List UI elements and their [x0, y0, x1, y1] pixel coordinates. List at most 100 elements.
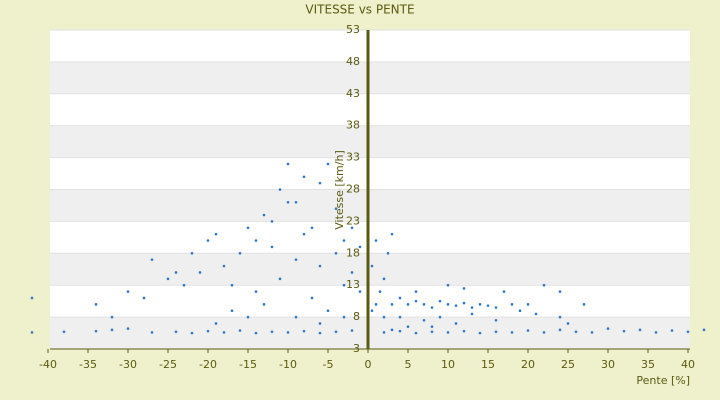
point — [126, 327, 130, 330]
point — [526, 329, 530, 332]
point — [230, 283, 234, 287]
point — [670, 329, 674, 332]
x-tick-label: 10 — [441, 358, 455, 371]
x-tick-label: -40 — [39, 358, 57, 371]
x-axis-label: Pente [%] — [636, 374, 690, 387]
point — [542, 283, 546, 287]
point — [382, 277, 386, 281]
point — [382, 315, 386, 319]
point — [94, 303, 98, 306]
point — [238, 252, 242, 255]
grid-band — [50, 61, 690, 94]
point — [494, 330, 498, 334]
point — [358, 245, 362, 249]
point — [702, 328, 706, 332]
y-tick-label: 8 — [353, 310, 360, 323]
x-tick-label: -5 — [323, 358, 334, 371]
x-tick-label: 30 — [601, 358, 615, 371]
x-tick-label: 5 — [405, 358, 412, 371]
grid-band — [50, 125, 690, 158]
point — [334, 252, 338, 255]
y-tick-label: 38 — [346, 119, 360, 132]
point — [222, 331, 226, 334]
point — [638, 328, 642, 332]
point — [370, 309, 374, 313]
point — [310, 296, 314, 300]
point — [386, 252, 390, 255]
point — [350, 226, 354, 230]
point — [390, 232, 394, 236]
point — [654, 331, 658, 334]
point — [574, 330, 578, 334]
x-tick-label: 15 — [481, 358, 495, 371]
point — [374, 239, 378, 242]
point — [622, 329, 626, 333]
point — [414, 331, 418, 335]
point — [494, 306, 498, 309]
point — [174, 330, 178, 334]
point — [342, 315, 346, 319]
point — [230, 309, 234, 313]
point — [246, 315, 250, 319]
point — [422, 318, 426, 322]
chart-title: VITESSE vs PENTE — [305, 3, 414, 17]
point — [326, 309, 330, 313]
point — [350, 329, 354, 332]
point — [446, 283, 450, 287]
point — [254, 331, 258, 335]
point — [454, 322, 458, 325]
point — [470, 306, 474, 309]
point — [398, 315, 402, 319]
x-tick-label: -15 — [239, 358, 257, 371]
y-tick-label: 48 — [346, 55, 360, 68]
x-tick-label: 20 — [521, 358, 535, 371]
y-axis-label: Vitesse [km/h] — [333, 150, 346, 230]
point — [606, 327, 610, 330]
y-tick-label: 28 — [346, 183, 360, 196]
point — [558, 328, 562, 332]
point — [358, 290, 362, 293]
point — [310, 226, 314, 230]
point — [326, 162, 330, 166]
point — [110, 328, 114, 332]
point — [398, 329, 402, 333]
point — [198, 271, 202, 274]
x-tick-label: -30 — [119, 358, 137, 371]
point — [462, 329, 466, 333]
point — [566, 322, 570, 325]
point — [526, 303, 530, 306]
point — [222, 264, 226, 268]
point — [262, 213, 266, 217]
point — [462, 287, 466, 290]
point — [542, 331, 546, 334]
point — [30, 331, 34, 334]
point — [398, 296, 402, 300]
point — [414, 290, 418, 293]
point — [318, 322, 322, 325]
point — [446, 303, 450, 306]
point — [422, 303, 426, 306]
point — [342, 283, 346, 287]
y-tick-label: 43 — [346, 87, 360, 100]
point — [374, 303, 378, 306]
point — [510, 331, 514, 334]
point — [254, 239, 258, 242]
grid-band — [50, 189, 690, 222]
point — [206, 239, 210, 242]
point — [486, 304, 490, 307]
point — [370, 264, 374, 268]
grid-band — [50, 253, 690, 286]
point — [334, 330, 338, 334]
point — [270, 330, 274, 334]
x-tick-label: 25 — [561, 358, 575, 371]
point — [126, 290, 130, 293]
point — [270, 245, 274, 249]
point — [286, 200, 290, 204]
y-tick-label: 33 — [346, 151, 360, 164]
point — [590, 331, 594, 334]
point — [94, 329, 98, 333]
x-tick-label: -10 — [279, 358, 297, 371]
point — [294, 315, 298, 319]
point — [406, 325, 410, 328]
point — [294, 200, 298, 204]
